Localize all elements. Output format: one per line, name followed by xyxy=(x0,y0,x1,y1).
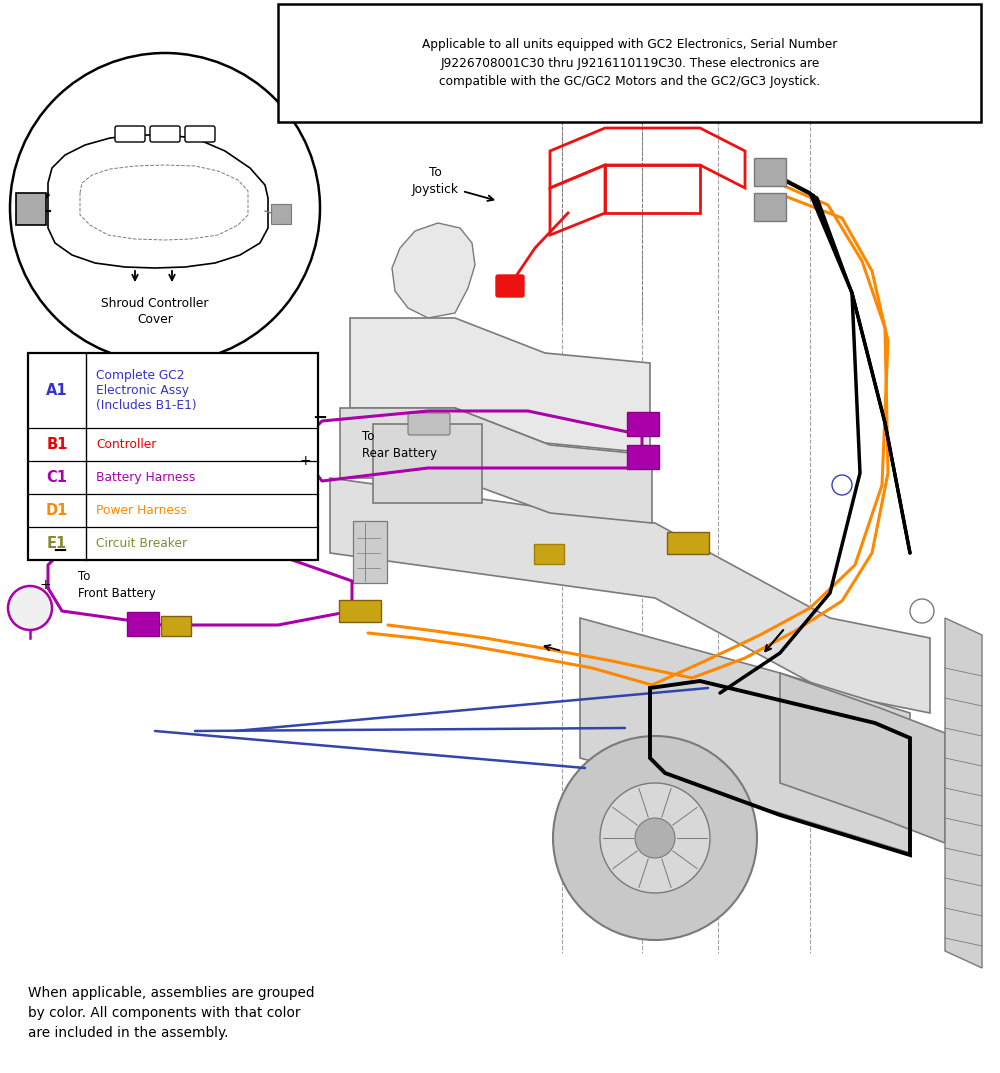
FancyBboxPatch shape xyxy=(271,204,291,224)
FancyBboxPatch shape xyxy=(534,544,564,564)
Text: C1: C1 xyxy=(47,470,68,485)
Text: −: − xyxy=(52,542,68,560)
FancyBboxPatch shape xyxy=(150,126,180,142)
Text: B1: B1 xyxy=(46,437,68,452)
Text: D1: D1 xyxy=(46,503,68,518)
FancyBboxPatch shape xyxy=(339,600,381,622)
Text: To
Joystick: To Joystick xyxy=(412,166,458,195)
Text: +: + xyxy=(39,578,51,592)
FancyBboxPatch shape xyxy=(278,4,981,122)
Text: −: − xyxy=(312,409,328,427)
FancyBboxPatch shape xyxy=(161,616,191,636)
FancyBboxPatch shape xyxy=(353,521,387,583)
FancyBboxPatch shape xyxy=(754,193,786,221)
Text: Battery Harness: Battery Harness xyxy=(96,471,195,484)
Text: To
Rear Battery: To Rear Battery xyxy=(362,430,437,459)
Text: E1: E1 xyxy=(47,536,67,552)
FancyBboxPatch shape xyxy=(754,158,786,186)
Circle shape xyxy=(600,783,710,893)
Polygon shape xyxy=(392,223,475,318)
Circle shape xyxy=(553,736,757,940)
Polygon shape xyxy=(340,408,652,523)
Polygon shape xyxy=(780,673,945,843)
Text: A1: A1 xyxy=(46,383,68,398)
FancyBboxPatch shape xyxy=(373,424,482,503)
FancyBboxPatch shape xyxy=(667,532,709,554)
Polygon shape xyxy=(330,477,930,712)
Circle shape xyxy=(266,459,310,503)
Circle shape xyxy=(8,586,52,630)
Text: When applicable, assemblies are grouped
by color. All components with that color: When applicable, assemblies are grouped … xyxy=(28,986,314,1040)
Text: Circuit Breaker: Circuit Breaker xyxy=(96,536,187,550)
FancyBboxPatch shape xyxy=(627,445,659,469)
FancyBboxPatch shape xyxy=(408,413,450,435)
Text: Complete GC2
Electronic Assy
(Includes B1-E1): Complete GC2 Electronic Assy (Includes B… xyxy=(96,368,197,412)
Text: Power Harness: Power Harness xyxy=(96,504,187,517)
FancyBboxPatch shape xyxy=(28,353,318,560)
Circle shape xyxy=(635,818,675,858)
Text: Applicable to all units equipped with GC2 Electronics, Serial Number
J9226708001: Applicable to all units equipped with GC… xyxy=(422,38,838,88)
Polygon shape xyxy=(580,618,910,853)
Text: Controller: Controller xyxy=(96,438,156,451)
Text: Shroud Controller
Cover: Shroud Controller Cover xyxy=(101,297,209,326)
Circle shape xyxy=(10,53,320,363)
FancyBboxPatch shape xyxy=(16,193,46,225)
Polygon shape xyxy=(350,318,650,453)
Text: To
Front Battery: To Front Battery xyxy=(78,571,156,600)
Text: +: + xyxy=(299,454,311,468)
Polygon shape xyxy=(945,618,982,968)
FancyBboxPatch shape xyxy=(127,612,159,636)
FancyBboxPatch shape xyxy=(627,412,659,436)
FancyBboxPatch shape xyxy=(185,126,215,142)
FancyBboxPatch shape xyxy=(496,275,524,297)
FancyBboxPatch shape xyxy=(115,126,145,142)
